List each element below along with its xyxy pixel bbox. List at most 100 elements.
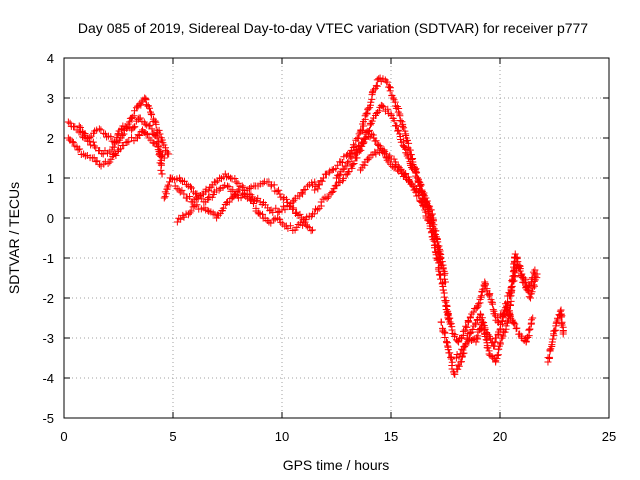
satellite-track-12 <box>442 262 541 346</box>
data-point-marker <box>134 131 142 139</box>
data-point-marker <box>451 331 459 339</box>
data-point-marker <box>186 209 194 217</box>
data-point-marker <box>350 159 358 167</box>
data-point-marker <box>436 270 444 278</box>
data-point-marker <box>410 164 418 172</box>
data-point-marker <box>505 307 513 315</box>
data-point-marker <box>554 316 562 324</box>
data-point-marker <box>380 103 388 111</box>
data-point-marker <box>496 340 504 348</box>
data-point-marker <box>444 346 452 354</box>
data-point-marker <box>151 117 159 125</box>
data-point-marker <box>66 119 74 127</box>
data-point-marker <box>457 358 465 366</box>
data-point-marker <box>494 318 502 326</box>
data-point-marker <box>367 98 375 106</box>
data-point-marker <box>400 124 408 132</box>
data-point-marker <box>319 174 327 182</box>
data-point-marker <box>232 178 240 186</box>
data-point-marker <box>154 143 162 151</box>
x-tick-label: 25 <box>602 429 616 444</box>
data-point-marker <box>64 118 72 126</box>
data-point-marker <box>451 370 459 378</box>
data-point-marker <box>156 130 164 138</box>
x-tick-label: 10 <box>275 429 289 444</box>
data-point-marker <box>254 194 262 202</box>
data-point-marker <box>344 159 352 167</box>
data-point-marker <box>332 165 340 173</box>
data-point-marker <box>335 172 343 180</box>
data-point-marker <box>470 322 478 330</box>
plot-frame <box>63 57 610 419</box>
data-point-marker <box>413 168 421 176</box>
data-point-marker <box>385 83 393 91</box>
data-point-marker <box>404 154 412 162</box>
data-point-marker <box>152 132 160 140</box>
data-point-marker <box>76 145 84 153</box>
data-point-marker <box>141 94 149 102</box>
data-point-marker <box>92 158 100 166</box>
data-point-marker <box>425 216 433 224</box>
data-point-marker <box>311 178 319 186</box>
data-point-marker <box>350 150 358 158</box>
data-point-marker <box>489 300 497 308</box>
data-point-marker <box>501 328 509 336</box>
data-point-marker <box>368 117 376 125</box>
data-point-marker <box>483 287 491 295</box>
data-point-marker <box>484 344 492 352</box>
data-point-marker <box>354 134 362 142</box>
data-point-marker <box>89 138 97 146</box>
data-point-marker <box>293 223 301 231</box>
data-point-marker <box>475 300 483 308</box>
data-point-marker <box>205 187 213 195</box>
data-point-marker <box>525 326 533 334</box>
data-point-marker <box>245 184 253 192</box>
data-point-marker <box>194 195 202 203</box>
data-point-marker <box>383 78 391 86</box>
data-point-marker <box>418 198 426 206</box>
data-point-marker <box>335 178 343 186</box>
data-point-marker <box>313 206 321 214</box>
data-point-marker <box>394 162 402 170</box>
data-point-marker <box>529 314 537 322</box>
data-point-marker <box>274 186 282 194</box>
data-point-marker <box>435 242 443 250</box>
data-point-marker <box>336 170 344 178</box>
data-point-marker <box>400 170 408 178</box>
data-point-marker <box>489 306 497 314</box>
data-point-marker <box>155 126 163 134</box>
data-point-marker <box>355 130 363 138</box>
data-point-marker <box>176 188 184 196</box>
data-point-marker <box>123 125 131 133</box>
data-point-marker <box>364 156 372 164</box>
data-point-marker <box>511 250 519 258</box>
x-tick-label: 20 <box>493 429 507 444</box>
satellite-track-5 <box>171 170 317 235</box>
data-point-marker <box>418 199 426 207</box>
data-point-marker <box>426 225 434 233</box>
y-tick-label: -5 <box>42 411 54 426</box>
y-tick-label: 1 <box>47 171 54 186</box>
data-point-marker <box>383 156 391 164</box>
data-point-marker <box>482 281 490 289</box>
data-point-marker <box>546 353 554 361</box>
data-point-marker <box>224 182 231 190</box>
data-point-marker <box>107 133 115 141</box>
data-point-marker <box>130 123 138 131</box>
data-point-marker <box>162 190 170 198</box>
data-point-marker <box>212 178 220 186</box>
data-point-marker <box>526 325 534 333</box>
data-point-marker <box>479 285 487 293</box>
data-point-marker <box>104 159 112 167</box>
data-point-marker <box>436 249 444 257</box>
data-point-marker <box>466 313 474 321</box>
data-point-marker <box>469 326 477 334</box>
data-point-marker <box>397 165 405 173</box>
data-point-marker <box>447 355 455 363</box>
data-point-marker <box>372 137 380 145</box>
data-point-marker <box>219 204 227 212</box>
data-point-marker <box>527 316 535 324</box>
data-point-marker <box>132 104 140 112</box>
data-point-marker <box>231 174 239 182</box>
data-point-marker <box>136 131 144 139</box>
